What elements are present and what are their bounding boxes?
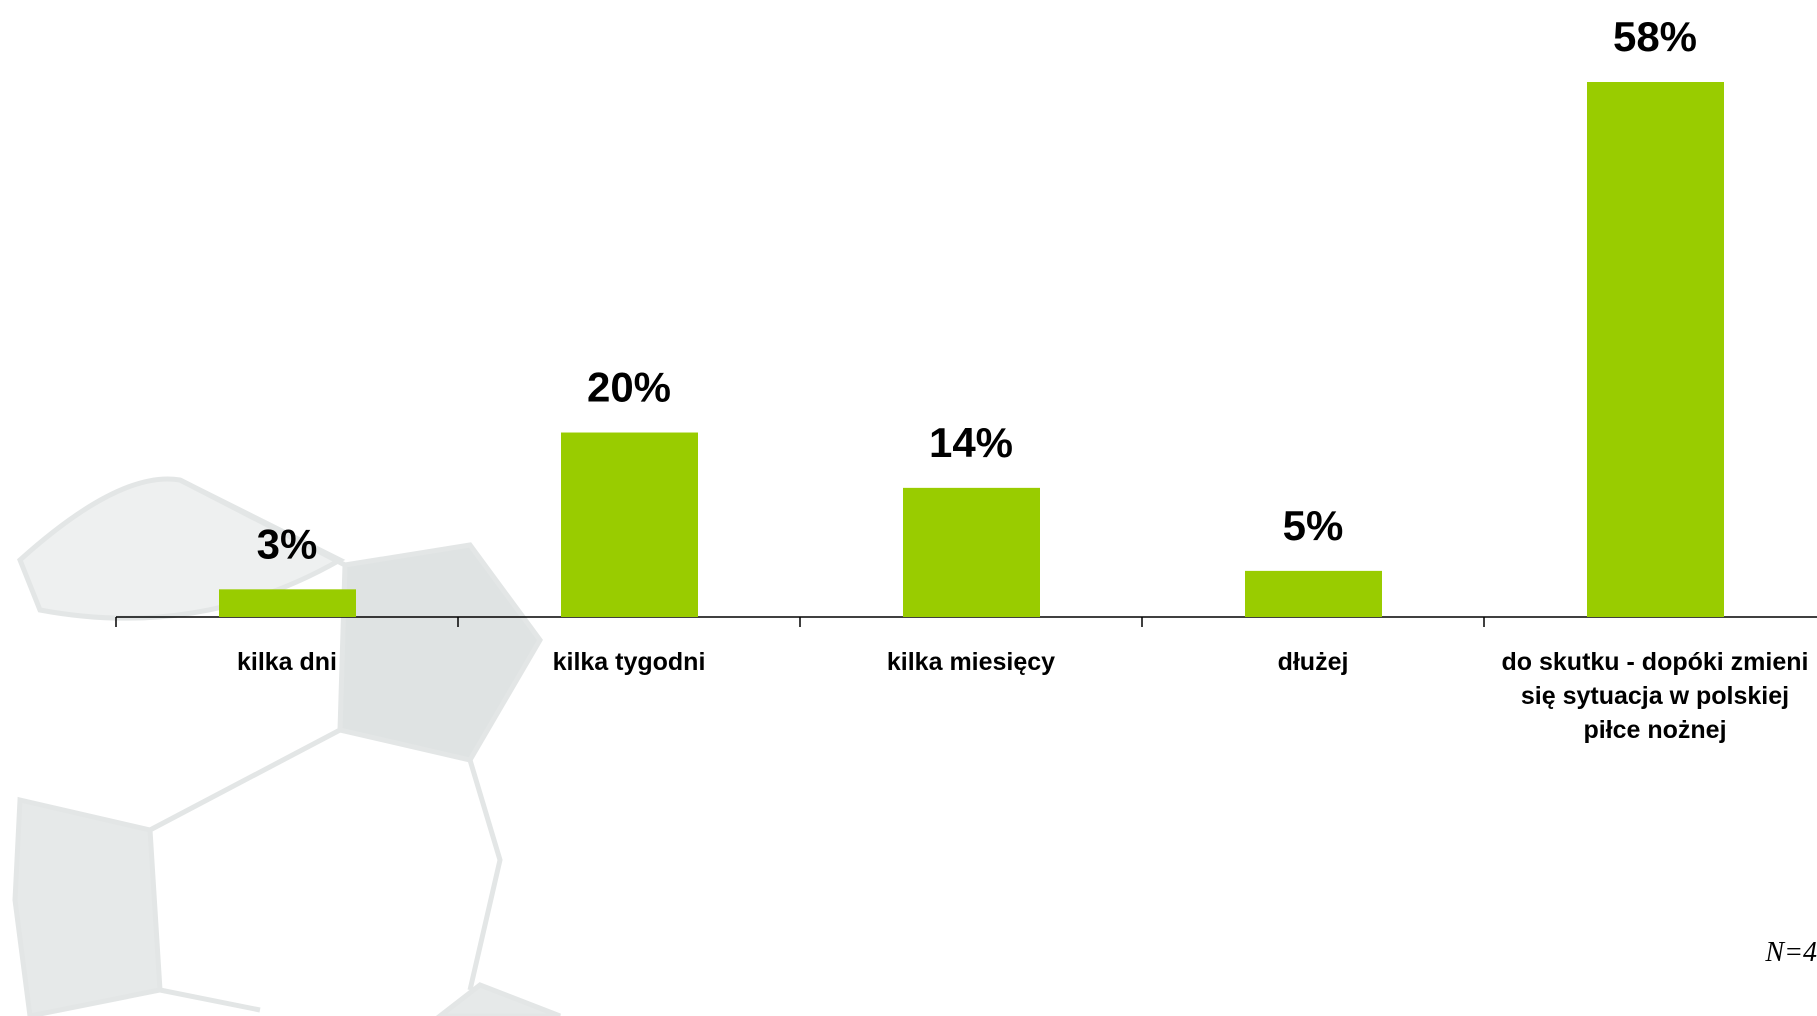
x-tick-label: kilka dni xyxy=(236,648,338,676)
background-ball xyxy=(12,476,561,1016)
x-tick-label: kilka miesięcy xyxy=(886,648,1056,676)
x-tick-label: do skutku - dopóki zmieni się sytuacja w… xyxy=(1501,648,1809,744)
sample-note: N=4 xyxy=(1765,937,1817,968)
value-label: 20% xyxy=(587,364,671,411)
bar xyxy=(903,487,1040,617)
value-label: 58% xyxy=(1613,13,1697,60)
bar xyxy=(219,589,356,617)
value-label: 3% xyxy=(257,520,318,567)
bar xyxy=(1245,570,1382,617)
x-tick-label: dłużej xyxy=(1277,648,1349,676)
bar xyxy=(561,432,698,617)
value-label: 5% xyxy=(1283,502,1344,549)
category-ticks xyxy=(115,617,1485,627)
value-label: 14% xyxy=(929,419,1013,466)
x-tick-label: kilka tygodni xyxy=(552,648,706,676)
bar xyxy=(1587,82,1724,617)
